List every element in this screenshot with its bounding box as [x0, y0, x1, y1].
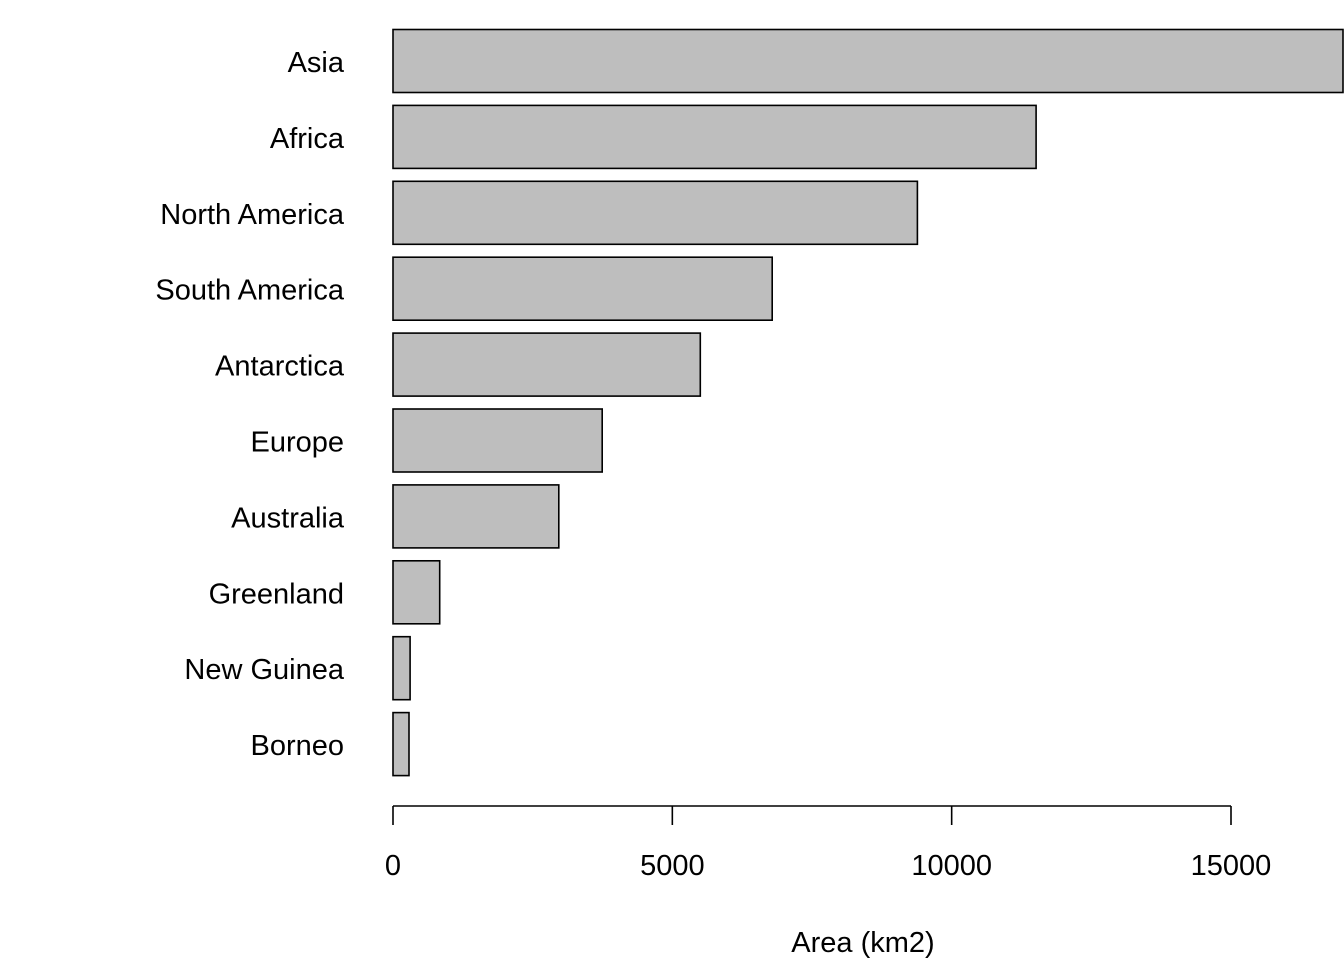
bar-new-guinea — [392, 635, 411, 701]
category-label: South America — [155, 275, 344, 307]
category-label: Asia — [288, 47, 345, 79]
bar-north-america — [392, 180, 919, 246]
x-tick-label: 10000 — [911, 850, 992, 882]
category-label: North America — [160, 199, 345, 231]
bar-south-america — [392, 256, 774, 322]
category-label: Greenland — [209, 578, 344, 610]
x-tick-label: 5000 — [640, 850, 705, 882]
bar-borneo — [392, 711, 410, 777]
bar-asia — [392, 28, 1344, 94]
bars-group — [392, 28, 1344, 777]
category-labels: Asia Africa North America South America Anta… — [155, 47, 344, 762]
category-label: Europe — [250, 427, 344, 459]
x-tick-label: 15000 — [1191, 850, 1272, 882]
x-axis: 0 5000 10000 15000 — [385, 805, 1272, 882]
bar-africa — [392, 104, 1037, 170]
x-axis-title: Area (km2) — [791, 927, 934, 959]
bar-greenland — [392, 559, 441, 625]
category-label: Australia — [231, 502, 345, 534]
category-label: New Guinea — [184, 654, 344, 686]
category-label: Africa — [270, 123, 345, 155]
x-tick-label: 0 — [385, 850, 401, 882]
bar-antarctica — [392, 332, 702, 397]
category-label: Antarctica — [215, 351, 345, 383]
category-label: Borneo — [250, 730, 344, 762]
bar-europe — [392, 408, 603, 473]
bar-australia — [392, 484, 560, 549]
